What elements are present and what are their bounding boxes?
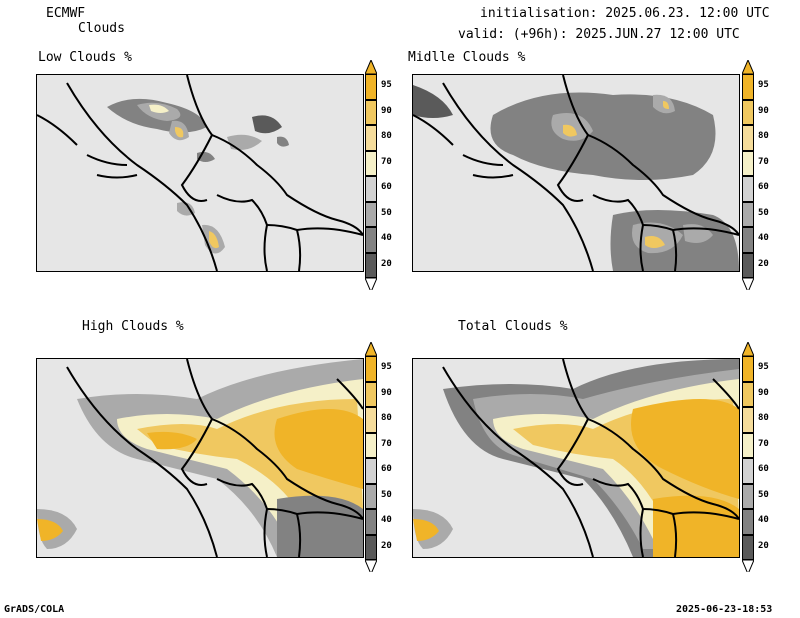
colorbar-segment-70 (742, 150, 754, 176)
map-low-clouds (36, 74, 364, 272)
colorbar-label-80: 80 (758, 131, 769, 141)
colorbar-segment-95 (742, 74, 754, 100)
colorbar-label-40: 40 (381, 515, 392, 525)
colorbar-segment-80 (365, 125, 377, 151)
map-middle-clouds (412, 74, 740, 272)
colorbar-label-90: 90 (381, 387, 392, 398)
colorbar-label-20: 20 (758, 258, 769, 269)
colorbar-segment-50 (742, 201, 754, 227)
colorbar-label-80: 80 (381, 131, 392, 141)
colorbar-label-70: 70 (381, 438, 392, 449)
colorbar-label-60: 60 (381, 182, 392, 192)
colorbar-label-20: 20 (381, 258, 392, 269)
colorbar-label-95: 95 (758, 80, 769, 90)
colorbar-label-50: 50 (758, 207, 769, 218)
colorbar-segment-40 (365, 227, 377, 253)
colorbar-segment-60 (742, 458, 754, 484)
colorbar-segment-40 (742, 227, 754, 253)
colorbar-segment-90 (365, 99, 377, 125)
colorbar-segment-95 (365, 356, 377, 382)
colorbar-segment-60 (742, 176, 754, 202)
colorbar-segment-70 (365, 432, 377, 458)
colorbar-segment-20 (365, 252, 377, 278)
map-middle-clouds-field (413, 75, 739, 271)
colorbar-segment-80 (742, 125, 754, 151)
colorbar-label-60: 60 (758, 464, 769, 474)
panel-title-high: High Clouds % (82, 319, 184, 334)
colorbar-segment-50 (365, 201, 377, 227)
colorbar-label-50: 50 (381, 489, 392, 500)
colorbar-segment-20 (742, 534, 754, 560)
colorbar-high: 95 90 80 70 60 50 40 20 (365, 342, 392, 572)
colorbar-label-20: 20 (758, 540, 769, 551)
colorbar-label-40: 40 (381, 233, 392, 243)
colorbar-segment-60 (365, 176, 377, 202)
colorbar-segment-95 (742, 356, 754, 382)
colorbar-segment-40 (365, 509, 377, 535)
colorbar-segment-90 (365, 381, 377, 407)
colorbar-label-60: 60 (758, 182, 769, 192)
map-high-clouds-field (37, 359, 363, 557)
colorbar-segment-95 (365, 74, 377, 100)
colorbar-label-95: 95 (758, 362, 769, 372)
colorbar-segment-40 (742, 509, 754, 535)
footer-timestamp: 2025-06-23-18:53 (676, 604, 773, 615)
colorbar-segment-60 (365, 458, 377, 484)
model-name: ECMWF (46, 6, 86, 21)
colorbar-label-40: 40 (758, 515, 769, 525)
colorbar-total: 95 90 80 70 60 50 40 20 (742, 342, 769, 572)
colorbar-label-90: 90 (758, 105, 769, 116)
colorbar-label-40: 40 (758, 233, 769, 243)
product-name: Clouds (78, 21, 125, 36)
colorbar-segment-50 (742, 483, 754, 509)
colorbar-segment-20 (742, 252, 754, 278)
map-high-clouds (36, 358, 364, 558)
colorbar-segment-80 (365, 407, 377, 433)
colorbar-label-90: 90 (758, 387, 769, 398)
colorbar-label-70: 70 (758, 156, 769, 167)
colorbar-middle: 95 90 80 70 60 50 40 20 (742, 60, 769, 290)
colorbar-label-20: 20 (381, 540, 392, 551)
colorbar-label-60: 60 (381, 464, 392, 474)
panel-title-total: Total Clouds % (458, 319, 568, 334)
colorbar-label-70: 70 (758, 438, 769, 449)
colorbar-segment-50 (365, 483, 377, 509)
colorbar-label-80: 80 (381, 413, 392, 423)
footer-software: GrADS/COLA (4, 604, 65, 615)
colorbar-label-70: 70 (381, 156, 392, 167)
initialisation-time: initialisation: 2025.06.23. 12:00 UTC (480, 6, 770, 21)
colorbar-label-50: 50 (381, 207, 392, 218)
colorbar-label-95: 95 (381, 80, 392, 90)
colorbar-label-50: 50 (758, 489, 769, 500)
colorbar-segment-90 (742, 381, 754, 407)
colorbar-segment-70 (742, 432, 754, 458)
map-total-clouds (412, 358, 740, 558)
valid-time: valid: (+96h): 2025.JUN.27 12:00 UTC (458, 27, 740, 42)
colorbar-segment-80 (742, 407, 754, 433)
colorbar-segment-70 (365, 150, 377, 176)
colorbar-segment-20 (365, 534, 377, 560)
colorbar-label-80: 80 (758, 413, 769, 423)
colorbar-segment-90 (742, 99, 754, 125)
map-total-clouds-field (413, 359, 739, 557)
panel-title-low: Low Clouds % (38, 50, 132, 65)
colorbar-low: 95 90 80 70 60 50 40 20 (365, 60, 392, 290)
colorbar-label-95: 95 (381, 362, 392, 372)
map-low-clouds-field (37, 75, 363, 271)
colorbar-label-90: 90 (381, 105, 392, 116)
panel-title-middle: Midlle Clouds % (408, 50, 526, 65)
